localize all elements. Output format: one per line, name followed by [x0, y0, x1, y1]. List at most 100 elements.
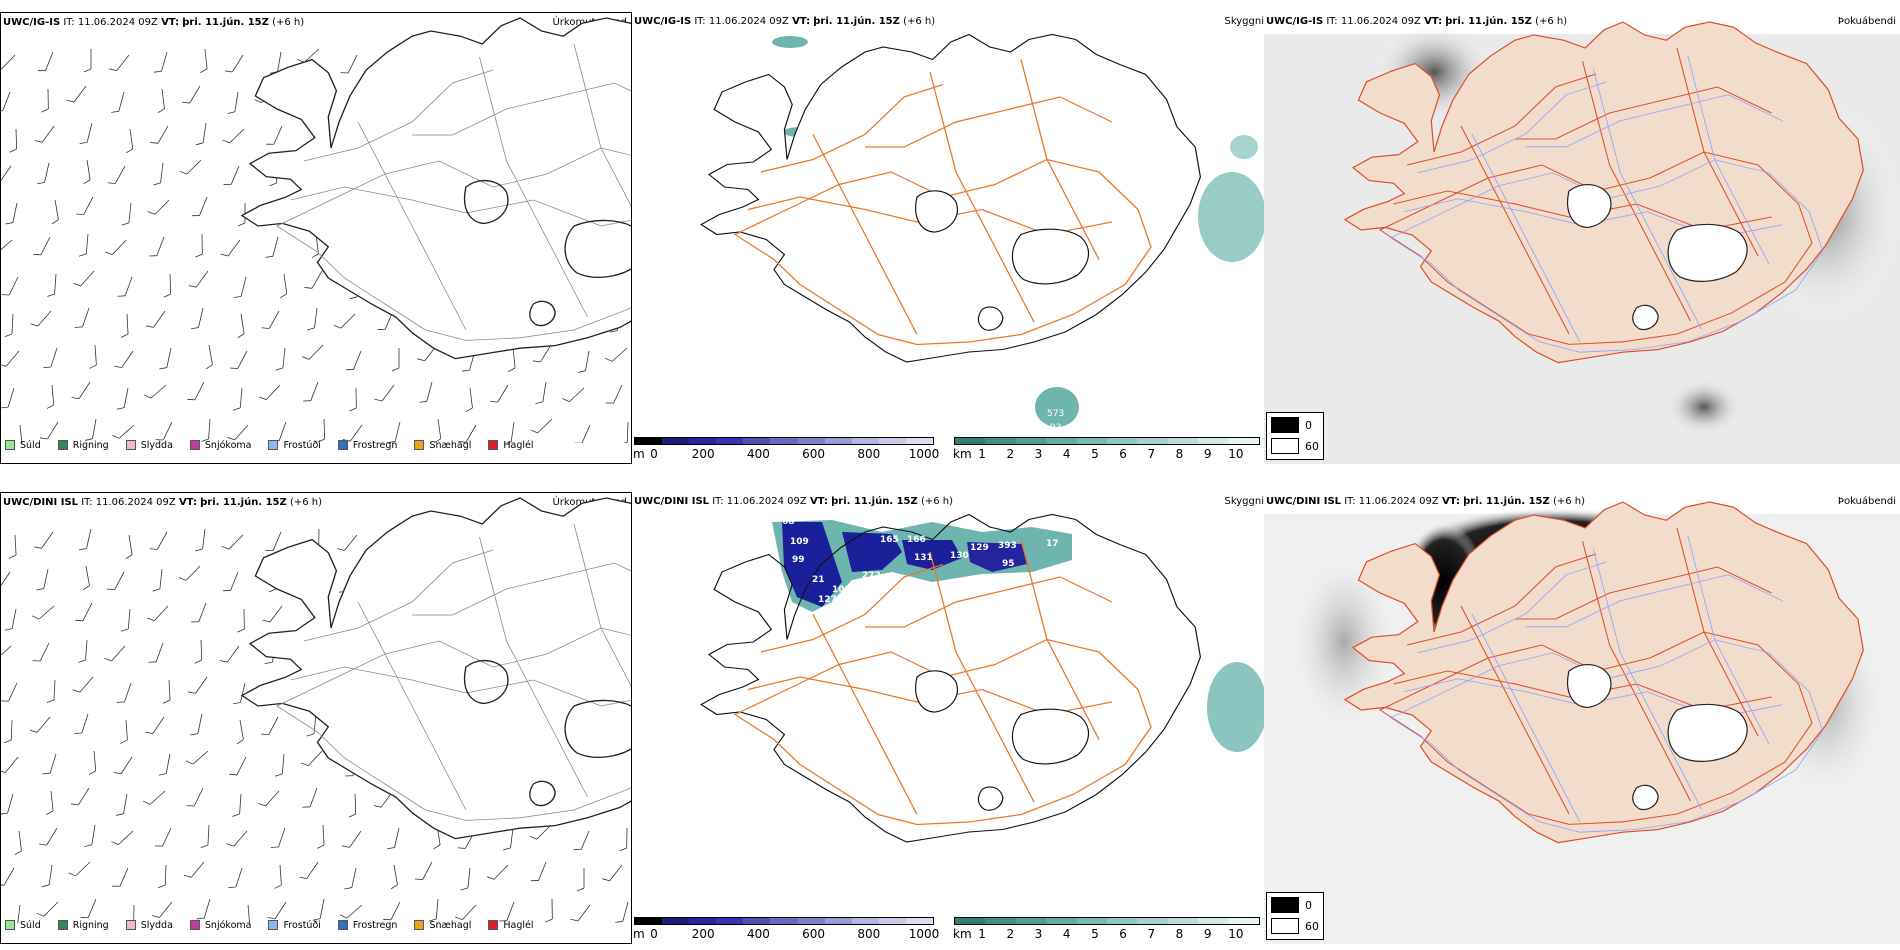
wind-barb — [163, 679, 171, 704]
wind-barb — [70, 787, 90, 806]
wind-barb — [573, 830, 590, 850]
colorbar-tick: 8 — [1175, 447, 1184, 461]
wind-barb — [145, 310, 166, 328]
legend-item: Frostregn — [337, 439, 398, 451]
wind-barb — [228, 867, 243, 889]
legend-label: Rigning — [72, 919, 109, 931]
cloud-label: 130 — [950, 551, 969, 561]
map-header: UWC/DINI ISL IT: 11.06.2024 09Z VT: þri.… — [1266, 496, 1586, 507]
map-header: UWC/IG-IS IT: 11.06.2024 09Z VT: þri. 11… — [3, 17, 305, 28]
wind-barb — [116, 387, 129, 410]
wind-barb — [227, 91, 239, 115]
wind-barb — [34, 125, 55, 143]
wind-barb — [1, 239, 13, 254]
map-header: UWC/DINI ISL IT: 11.06.2024 09Z VT: þri.… — [3, 497, 323, 508]
wind-barb — [233, 276, 247, 299]
wind-barb — [31, 605, 55, 620]
colorbar-tick: 1000 — [908, 927, 940, 941]
legend-swatch — [57, 440, 68, 450]
colorbar-tick: 4 — [1062, 447, 1071, 461]
wind-barb — [1, 54, 16, 70]
wind-barb — [46, 384, 55, 409]
wind-barb — [348, 793, 357, 818]
wind-barb — [121, 313, 129, 338]
wind-barb — [226, 830, 248, 847]
cloud-label: 21 — [812, 575, 825, 585]
wind-barb — [30, 310, 52, 327]
wind-barb — [237, 203, 246, 227]
map-header: UWC/DINI ISL IT: 11.06.2024 09Z VT: þri.… — [634, 496, 954, 507]
wind-barb — [116, 793, 128, 816]
wind-barb — [465, 387, 473, 413]
wind-barb — [190, 307, 204, 330]
wind-barb — [125, 534, 133, 560]
legend-swatch — [268, 920, 279, 930]
cloud-base-colorbar-km: km 1 2 3 4 5 6 7 8 9 10 — [953, 437, 1262, 464]
wind-barb — [191, 196, 208, 217]
wind-barb — [66, 85, 87, 103]
wind-barb — [205, 344, 213, 370]
wind-barb — [194, 639, 203, 664]
legend-swatch — [337, 440, 348, 450]
wind-barb — [188, 270, 209, 288]
legend-label: Súld — [20, 919, 41, 931]
colorbar-tick: 5 — [1091, 447, 1099, 461]
legend-swatch — [125, 920, 136, 930]
wind-barb — [1, 276, 19, 296]
legend-item: Frostregn — [337, 920, 397, 931]
wind-barb — [75, 196, 94, 216]
legend-item: Snæhagl — [414, 440, 471, 451]
cloud-label: 272 — [862, 571, 881, 581]
fog-legend: 0 60 — [1266, 412, 1324, 460]
legend-item: Rigning — [57, 919, 109, 931]
wind-barb — [1, 165, 12, 183]
wind-barb — [120, 719, 128, 744]
wind-barb — [265, 531, 282, 551]
wind-barb — [222, 571, 239, 592]
legend-label: Frostregn — [352, 439, 398, 451]
wind-barb — [340, 54, 358, 74]
cloud-base-colorbar-m: m 0 200 400 600 800 1000 — [633, 437, 939, 464]
wind-barb — [535, 381, 547, 405]
wind-barb — [545, 898, 553, 923]
legend-item: Snjókoma — [189, 440, 251, 451]
wind-barb — [339, 904, 363, 919]
wind-barb — [1, 756, 19, 773]
wind-barb — [615, 901, 629, 923]
wind-barb — [74, 713, 89, 735]
cloud-patches — [772, 520, 1264, 752]
wind-barb — [508, 347, 516, 372]
wind-barb — [41, 88, 49, 113]
colorbar-tick: 400 — [746, 447, 770, 461]
wind-barb — [428, 898, 439, 922]
wind-barb — [301, 344, 324, 360]
wind-barb — [190, 713, 203, 736]
colorbar-tick: 1000 — [908, 447, 940, 461]
cloud-label: 393 — [998, 541, 1017, 551]
wind-barb — [158, 753, 171, 776]
wind-barb — [157, 88, 165, 114]
legend-item: Slydda — [125, 440, 173, 451]
wind-barb — [84, 824, 96, 848]
wind-barb — [75, 602, 93, 622]
wind-barb — [220, 239, 241, 257]
wind-barb — [145, 716, 165, 734]
colorbar-tick: 600 — [802, 927, 826, 941]
wind-barb — [259, 384, 281, 401]
wind-barb — [317, 824, 325, 849]
wind-barb — [229, 756, 247, 776]
wind-barb — [302, 787, 318, 808]
colorbar-km — [954, 917, 1260, 925]
colorbar-tick: 0 — [650, 447, 658, 461]
wind-barb — [150, 125, 169, 144]
precip-legend: Súld Rigning Slydda Snjókoma Frostúði Frostre… — [5, 437, 551, 453]
cloud-map-1: UWC/IG-IS IT: 11.06.2024 09Z VT: þri. 11… — [632, 12, 1264, 464]
wind-barb — [143, 384, 167, 399]
wind-barb — [1, 867, 15, 886]
wind-barb — [232, 682, 246, 705]
wind-barb — [260, 716, 279, 736]
wind-barb — [333, 313, 356, 329]
wind-barb — [143, 790, 166, 805]
legend-swatch — [337, 920, 348, 930]
wind-barb — [85, 418, 97, 441]
